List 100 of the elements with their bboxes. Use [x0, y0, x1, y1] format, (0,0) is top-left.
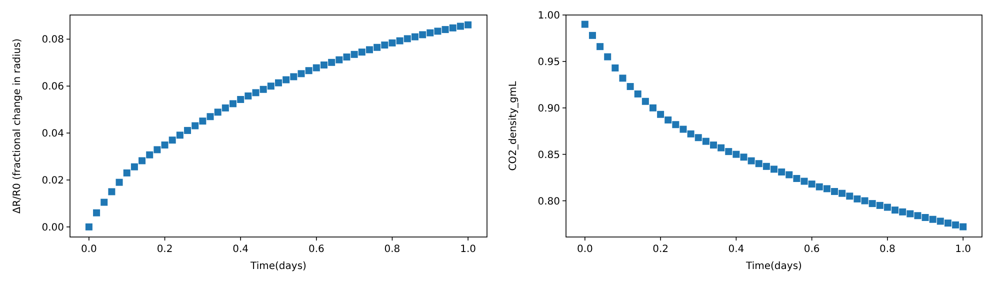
- point: [328, 58, 336, 66]
- point: [305, 67, 312, 74]
- point: [290, 73, 298, 80]
- point: [366, 46, 373, 54]
- point: [130, 163, 138, 170]
- point: [442, 26, 449, 34]
- y-tick-label: 0.85: [538, 150, 560, 161]
- point: [588, 32, 596, 39]
- point: [748, 157, 755, 164]
- point: [244, 92, 252, 100]
- y-tick-label: 0.08: [42, 34, 64, 46]
- x-tick-label: 0.2: [156, 244, 173, 255]
- y-tick-label: 1.00: [538, 10, 560, 22]
- point: [100, 198, 108, 206]
- point: [944, 220, 952, 227]
- point: [718, 144, 725, 152]
- x-tick-label: 0.4: [232, 244, 249, 255]
- point: [596, 43, 604, 50]
- point: [922, 214, 929, 221]
- x-tick-label: 0.6: [308, 244, 324, 255]
- point: [732, 150, 740, 158]
- point: [762, 162, 770, 170]
- y-tick-label: 0.00: [42, 222, 64, 234]
- point: [740, 154, 748, 161]
- y-tick-label: 0.90: [538, 103, 560, 114]
- x-tick-label: 0.8: [880, 244, 896, 255]
- point: [206, 113, 214, 120]
- y-tick-label: 0.95: [538, 56, 560, 68]
- point: [929, 216, 936, 223]
- point: [672, 121, 680, 128]
- point: [816, 183, 823, 190]
- point: [434, 28, 442, 35]
- x-tick-label: 0.0: [576, 244, 593, 255]
- point: [154, 146, 161, 154]
- point: [725, 148, 732, 156]
- point: [604, 53, 612, 60]
- point: [168, 136, 176, 144]
- point: [419, 31, 426, 38]
- point: [687, 130, 694, 138]
- point: [267, 82, 274, 90]
- point: [426, 29, 434, 36]
- x-tick-label: 0.6: [804, 244, 820, 255]
- y-tick-label: 0.80: [538, 196, 560, 208]
- point: [626, 83, 634, 90]
- point: [702, 138, 710, 145]
- point: [456, 22, 464, 30]
- point: [710, 142, 717, 149]
- point: [184, 126, 192, 134]
- point: [411, 33, 418, 40]
- point: [854, 195, 861, 202]
- point: [581, 20, 588, 28]
- point: [298, 70, 305, 78]
- point: [793, 174, 800, 182]
- point: [770, 166, 778, 173]
- y-tick-label: 0.04: [42, 128, 64, 140]
- point: [936, 218, 944, 225]
- point: [85, 223, 92, 230]
- point: [320, 61, 328, 68]
- point: [694, 134, 702, 142]
- point: [619, 74, 626, 82]
- y-tick-label: 0.06: [42, 82, 64, 93]
- x-axis-title: Time(days): [745, 261, 802, 272]
- point: [831, 188, 838, 195]
- point: [275, 79, 282, 86]
- point: [846, 192, 854, 200]
- point: [778, 168, 786, 176]
- point: [336, 56, 343, 64]
- point: [381, 42, 388, 49]
- point: [449, 24, 456, 32]
- point: [960, 223, 967, 230]
- point: [861, 197, 868, 204]
- point: [876, 202, 884, 209]
- point: [396, 37, 404, 44]
- point: [680, 126, 687, 133]
- point: [192, 122, 199, 130]
- point: [230, 100, 237, 108]
- point: [899, 208, 906, 216]
- x-tick-label: 1.0: [460, 244, 476, 255]
- x-tick-label: 0.2: [652, 244, 668, 255]
- point: [884, 204, 891, 211]
- point: [199, 118, 206, 125]
- y-axis-title: ΔR/R0 (fractional change in radius): [12, 38, 23, 214]
- point: [892, 206, 899, 214]
- point: [642, 98, 649, 105]
- point: [838, 190, 846, 197]
- x-tick-label: 0.8: [384, 244, 400, 255]
- point: [388, 39, 396, 46]
- point: [914, 212, 922, 220]
- point: [93, 209, 100, 216]
- point: [464, 21, 472, 28]
- point: [952, 221, 960, 228]
- y-axis-title: CO2_density_gmL: [508, 80, 519, 171]
- point: [214, 108, 222, 116]
- y-tick-label: 0.02: [42, 175, 64, 186]
- point: [237, 96, 244, 103]
- x-axis-title: Time(days): [250, 261, 307, 272]
- point: [786, 171, 793, 178]
- point: [358, 48, 366, 56]
- point: [108, 188, 116, 196]
- point: [312, 64, 320, 72]
